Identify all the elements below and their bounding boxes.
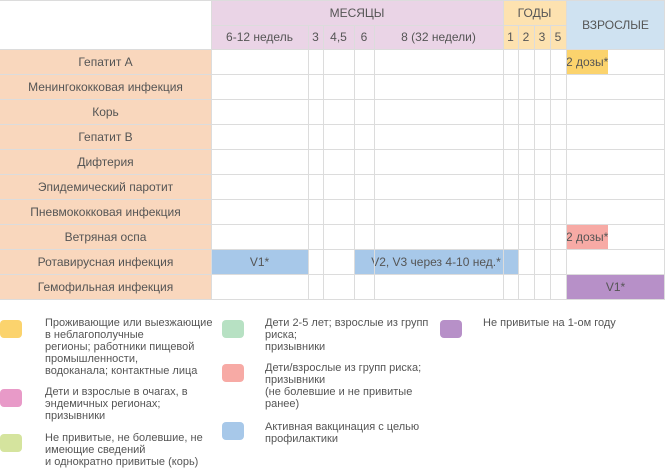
- row-name: Гемофильная инфекция: [0, 274, 211, 299]
- schedule-bar: V1*: [211, 249, 308, 274]
- legend-swatch: [222, 364, 244, 382]
- row-name: Гепатит А: [0, 49, 211, 74]
- vaccination-schedule-table: МЕСЯЦЫ ГОДЫ ВЗРОСЛЫЕ 6-12 недель 3 4,5 6 8 (32 …: [0, 0, 665, 300]
- period-header: 5: [550, 25, 566, 49]
- row-name: Дифтерия: [0, 149, 211, 174]
- legend-swatch: [222, 422, 244, 440]
- legend-text: Дети и взрослые в очагах, в эндемичных р…: [45, 386, 188, 422]
- row-name: Пневмококковая инфекция: [0, 199, 211, 224]
- legend-text: Проживающие или выезжающие в неблагополу…: [45, 317, 213, 377]
- row-name: Корь: [0, 99, 211, 124]
- row-name: Ветряная оспа: [0, 224, 211, 249]
- legend-swatch: [222, 320, 244, 338]
- period-header: 2: [518, 25, 534, 49]
- row-name: Ротавирусная инфекция: [0, 249, 211, 274]
- period-header: 1: [503, 25, 518, 49]
- period-header: 3: [534, 25, 550, 49]
- period-header: 6: [354, 25, 374, 49]
- legend-text: Дети 2-5 лет; взрослые из групп риска; п…: [265, 317, 429, 353]
- schedule-bar: V1*: [566, 274, 665, 299]
- row-name: Гепатит В: [0, 124, 211, 149]
- months-header: МЕСЯЦЫ: [211, 0, 503, 25]
- period-header: 4,5: [323, 25, 354, 49]
- legend-text: Не привитые, не болевшие, не имеющие све…: [45, 432, 203, 468]
- row-name: Эпидемический паротит: [0, 174, 211, 199]
- legend-swatch: [0, 389, 22, 407]
- schedule-bar: 2 дозы*: [566, 224, 609, 249]
- period-header: 6-12 недель: [211, 25, 308, 49]
- legend-swatch: [0, 434, 22, 452]
- legend-text: Дети/взрослые из групп риска; призывники…: [265, 362, 422, 410]
- adults-header: ВЗРОСЛЫЕ: [566, 0, 665, 49]
- legend: Проживающие или выезжающие в неблагополу…: [0, 300, 665, 472]
- row-name: Менингококковая инфекция: [0, 74, 211, 99]
- schedule-bar: V2, V3 через 4-10 нед.*: [354, 249, 518, 274]
- schedule-bar: 2 дозы*: [566, 49, 609, 74]
- legend-swatch: [440, 320, 462, 338]
- legend-text: Не привитые на 1-ом году: [483, 317, 616, 329]
- legend-text: Активная вакцинация с целью профилактики: [265, 421, 420, 445]
- legend-swatch: [0, 320, 22, 338]
- period-header: 3: [308, 25, 323, 49]
- years-header: ГОДЫ: [503, 0, 566, 25]
- period-header: 8 (32 недели): [374, 25, 503, 49]
